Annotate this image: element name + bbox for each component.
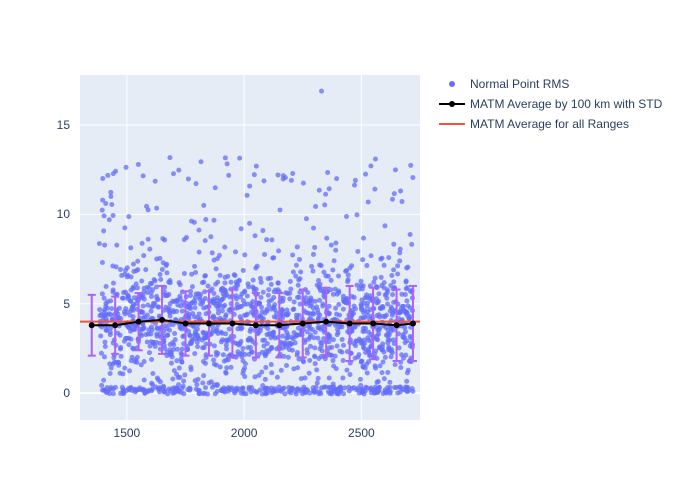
matm-bin-marker bbox=[253, 322, 259, 328]
figure: 1500 2000 2500 0 5 10 15 Normal Point RMS MATM… bbox=[0, 0, 700, 500]
y-tick-label: 5 bbox=[46, 297, 70, 311]
legend-item[interactable]: MATM Average for all Ranges bbox=[438, 115, 662, 133]
legend-swatch bbox=[438, 77, 466, 91]
y-tick-label: 0 bbox=[46, 386, 70, 400]
matm-bin-marker bbox=[159, 317, 165, 323]
y-tick-label: 10 bbox=[46, 207, 70, 221]
legend-label: MATM Average for all Ranges bbox=[470, 117, 629, 131]
legend-label: Normal Point RMS bbox=[470, 77, 569, 91]
matm-bin-marker bbox=[410, 320, 416, 326]
plot-svg bbox=[80, 75, 420, 420]
x-tick-label: 1500 bbox=[114, 426, 141, 440]
legend-item[interactable]: MATM Average by 100 km with STD bbox=[438, 95, 662, 113]
legend-swatch bbox=[438, 97, 466, 111]
matm-bin-marker bbox=[89, 322, 95, 328]
legend-item[interactable]: Normal Point RMS bbox=[438, 75, 662, 93]
matm-bin-marker bbox=[370, 320, 376, 326]
matm-bin-marker bbox=[300, 320, 306, 326]
matm-bin-marker bbox=[347, 320, 353, 326]
legend: Normal Point RMS MATM Average by 100 km w… bbox=[438, 75, 662, 135]
matm-bin-marker bbox=[276, 322, 282, 328]
legend-swatch bbox=[438, 117, 466, 131]
matm-bin-marker bbox=[229, 320, 235, 326]
matm-bin-marker bbox=[206, 320, 212, 326]
plot-area bbox=[80, 75, 420, 420]
legend-label: MATM Average by 100 km with STD bbox=[470, 97, 662, 111]
matm-bin-marker bbox=[323, 319, 329, 325]
matm-bin-marker bbox=[183, 320, 189, 326]
x-tick-label: 2000 bbox=[231, 426, 258, 440]
matm-bin-marker bbox=[136, 319, 142, 325]
x-tick-label: 2500 bbox=[348, 426, 375, 440]
matm-bin-marker bbox=[112, 322, 118, 328]
matm-bin-marker bbox=[394, 322, 400, 328]
y-tick-label: 15 bbox=[46, 118, 70, 132]
